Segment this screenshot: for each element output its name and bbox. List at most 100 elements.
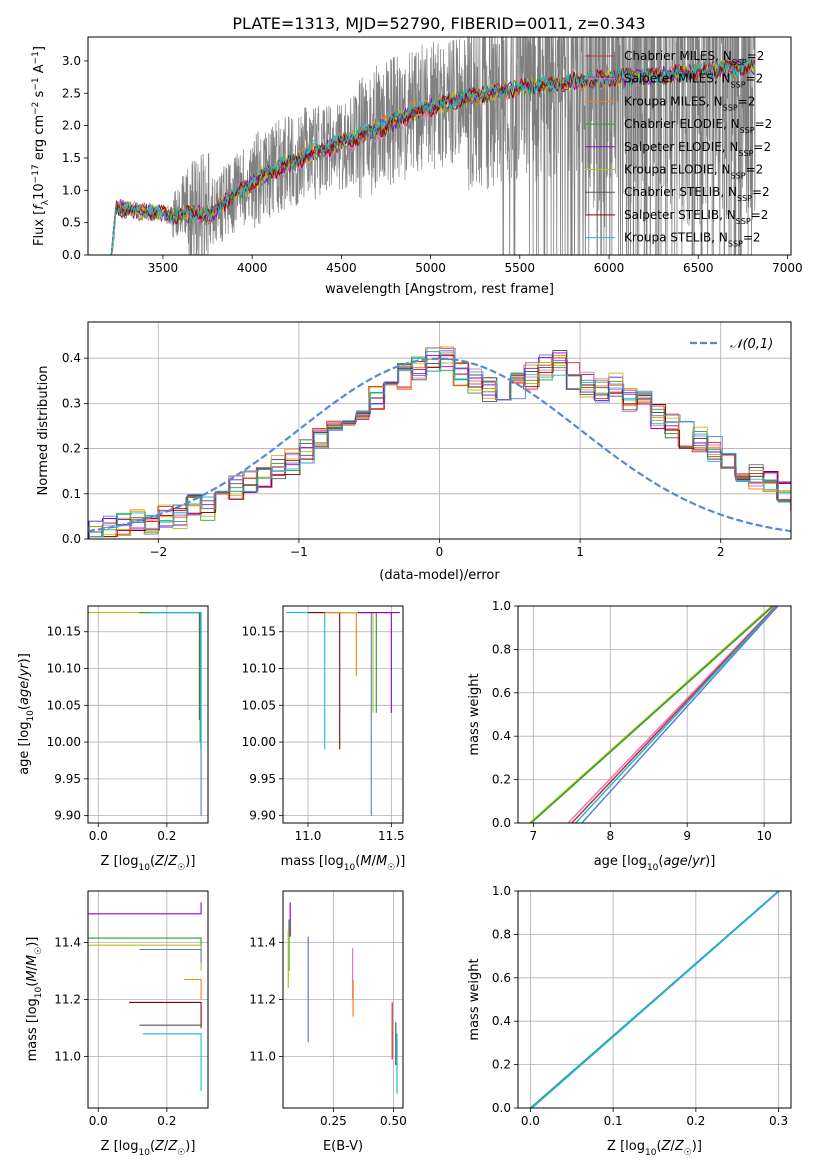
x-tick-label: 10 — [756, 829, 771, 843]
axes-frame — [87, 36, 792, 256]
y-tick-label: 1.5 — [62, 151, 81, 165]
y-tick-label: 11.0 — [249, 1050, 276, 1064]
model-spectrum-line — [110, 56, 755, 255]
cumulative-line — [530, 606, 774, 823]
x-tick-label: 7 — [530, 829, 538, 843]
y-tick-label: 0.4 — [492, 729, 511, 743]
y-tick-label: 0.8 — [492, 927, 511, 941]
y-tick-label: 0.4 — [62, 351, 81, 365]
model-spectrum-line — [110, 60, 755, 255]
y-tick-label: 11.4 — [249, 935, 276, 949]
y-axis-label: age [log10(age/yr)] — [17, 653, 36, 775]
x-tick-label: 0.3 — [769, 1114, 788, 1128]
y-tick-label: 10.05 — [242, 698, 276, 712]
y-tick-label: 9.95 — [249, 772, 276, 786]
axes-frame — [517, 605, 792, 824]
plot-area — [88, 612, 202, 816]
y-axis-label: mass [log10(M/M☉)] — [25, 937, 44, 1062]
x-tick-label: 0.2 — [157, 1114, 176, 1128]
y-tick-label: 10.10 — [47, 662, 81, 676]
cumulative-line — [575, 606, 778, 823]
x-tick-label: 0.2 — [686, 1114, 705, 1128]
x-tick-label: 0.0 — [89, 1114, 108, 1128]
cumulative-line — [567, 606, 777, 823]
y-tick-label: 0.3 — [62, 396, 81, 410]
y-tick-label: 1.0 — [62, 183, 81, 197]
axes-frame — [282, 890, 404, 1109]
x-tick-label: 2 — [717, 545, 725, 559]
step-line — [286, 612, 326, 750]
x-tick-label: 0.2 — [157, 829, 176, 843]
grid-lines — [283, 891, 403, 1108]
step-line — [308, 612, 341, 750]
y-tick-label: 0.2 — [492, 1058, 511, 1072]
y-axis-label: mass weight — [467, 673, 482, 755]
axes-frame — [87, 890, 209, 1109]
x-tick-label: 7000 — [772, 261, 803, 275]
spectrum-legend: Chabrier MILES, NSSP=2 Salpeter MILES, NS… — [585, 49, 772, 248]
x-axis-label: (data-model)/error — [379, 568, 500, 583]
x-tick-label: 6500 — [683, 261, 714, 275]
y-tick-label: 10.00 — [47, 735, 81, 749]
step-line — [142, 1033, 202, 1091]
x-tick-label: 6000 — [594, 261, 625, 275]
legend-entry-label: Chabrier ELODIE, NSSP=2 — [624, 117, 772, 135]
x-axis-label: age [log10(age/yr)] — [594, 854, 716, 873]
step-line — [129, 1001, 202, 1029]
x-tick-label: 0.50 — [380, 1114, 407, 1128]
x-axis-label: Z [log10(Z/Z☉)] — [607, 1139, 702, 1158]
y-tick-label: 0.0 — [492, 816, 511, 830]
figure-title: PLATE=1313, MJD=52790, FIBERID=0011, z=0… — [232, 14, 645, 33]
plot-area — [286, 612, 400, 816]
y-tick-label: 0.2 — [492, 773, 511, 787]
x-axis-label: mass [log10(M/M☉)] — [281, 854, 406, 873]
y-tick-label: 11.0 — [54, 1050, 81, 1064]
y-tick-label: 10.00 — [242, 735, 276, 749]
legend-entry-label: Chabrier MILES, NSSP=2 — [624, 49, 764, 67]
y-tick-label: 9.95 — [54, 772, 81, 786]
plot-area — [529, 891, 780, 1108]
step-line — [139, 948, 202, 963]
axes-frame — [87, 321, 792, 540]
y-tick-label: 2.0 — [62, 119, 81, 133]
y-tick-label: 1.0 — [492, 884, 511, 898]
x-tick-label: 0.25 — [320, 1114, 347, 1128]
grid-lines — [518, 605, 791, 824]
legend-entry-label: Kroupa MILES, NSSP=2 — [624, 94, 755, 112]
y-tick-label: 0.2 — [62, 442, 81, 456]
cumulative-line — [581, 606, 779, 823]
y-tick-label: 1.0 — [492, 599, 511, 613]
plot-area — [287, 902, 398, 1094]
y-tick-label: 0.0 — [62, 248, 81, 262]
x-tick-label: 11.0 — [295, 829, 322, 843]
y-tick-label: 0.0 — [62, 532, 81, 546]
y-tick-label: 0.1 — [62, 487, 81, 501]
x-tick-label: 4500 — [326, 261, 357, 275]
y-tick-label: 10.05 — [47, 698, 81, 712]
plot-area — [529, 606, 779, 823]
mass-weight-vs-metallicity-panel: 0.0 0.1 0.2 0.3 0.0 0.2 0.4 0.6 0.8 1.0 Z [log10(Z… — [467, 884, 792, 1158]
plot-area — [110, 37, 756, 255]
mass-vs-metallicity-panel: 0.0 0.2 11.0 11.2 11.4 Z [log10(Z/Z☉)] mass [l… — [25, 890, 209, 1158]
legend-entry-label: Kroupa ELODIE, NSSP=2 — [624, 163, 763, 181]
legend-entry-label: Salpeter MILES, NSSP=2 — [624, 72, 763, 90]
step-line — [184, 978, 202, 1000]
age-vs-mass-panel: 11.0 11.5 9.90 9.95 10.00 10.05 10.10 10.15 mass… — [242, 605, 406, 873]
legend-entry-label: 𝒩(0,1) — [730, 337, 773, 352]
legend-entry-label: Kroupa STELIB, NSSP=2 — [624, 231, 761, 249]
residuals-panel: −2 −1 0 1 2 0.0 0.1 0.2 0.3 0.4 𝒩(0,1) (data-model)… — [36, 321, 792, 583]
x-tick-label: 1 — [576, 545, 584, 559]
grid-lines — [283, 606, 403, 823]
normal-curve-line — [88, 357, 791, 533]
step-line — [149, 612, 202, 750]
x-axis-label: Z [log10(Z/Z☉)] — [101, 854, 196, 873]
y-tick-label: 3.0 — [62, 54, 81, 68]
x-axis-label: Z [log10(Z/Z☉)] — [101, 1139, 196, 1158]
x-tick-label: 5000 — [415, 261, 446, 275]
x-tick-label: 4000 — [237, 261, 268, 275]
step-line — [139, 1024, 202, 1029]
mass-vs-ebv-panel: 0.25 0.50 11.0 11.2 11.4 E(B-V) — [249, 890, 407, 1154]
y-tick-label: 0.4 — [492, 1014, 511, 1028]
x-tick-label: 0.0 — [521, 1114, 540, 1128]
